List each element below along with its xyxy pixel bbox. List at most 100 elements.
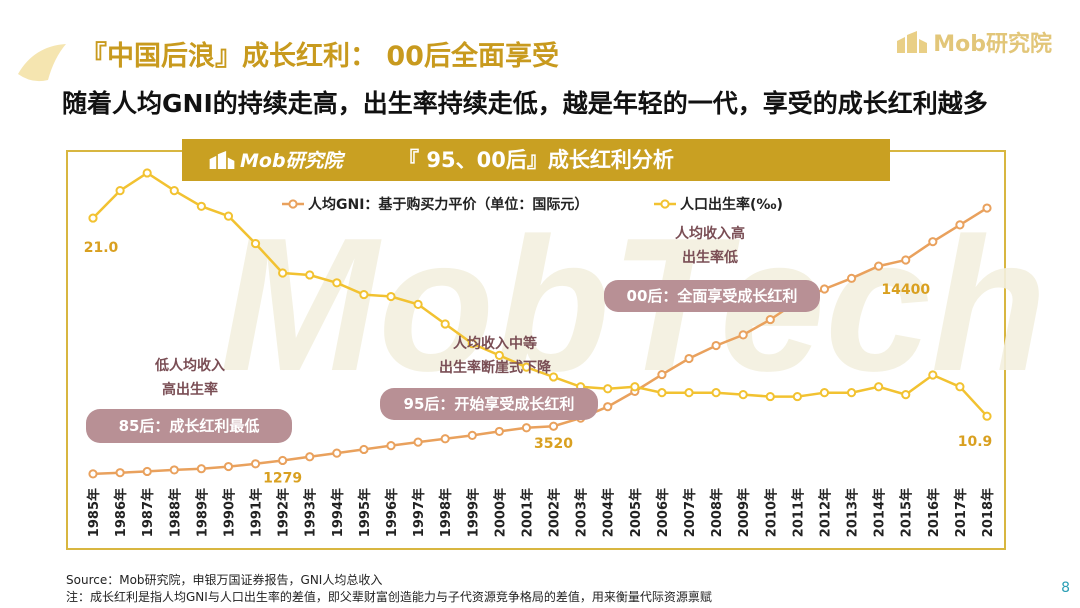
data-point [494,350,504,360]
data-point [413,437,423,447]
data-point [901,255,911,265]
x-tick-label: 2009年 [736,488,752,537]
x-tick-label: 1994年 [330,488,346,537]
data-point [657,369,667,380]
x-tick-label: 1986年 [113,488,129,537]
data-label: 21.0 [84,240,119,256]
x-tick-label: 1990年 [221,488,237,537]
data-point [440,319,450,329]
data-point [711,388,721,398]
data-point [88,213,98,223]
data-point [548,372,559,382]
x-tick-label: 1998年 [438,488,454,537]
building-logo-icon [897,31,928,53]
pill-95-generation: 95后：开始享受成长红利 [380,388,598,420]
data-point [603,384,613,394]
x-tick-label: 1995年 [357,488,373,537]
x-tick-label: 2006年 [655,488,671,537]
data-point [196,201,206,211]
chart-legend: 人均GNI：基于购买力平价（单位：国际元） 人口出生率(‰) [282,196,783,213]
x-tick-label: 1992年 [276,488,292,537]
series-line-1 [92,171,988,418]
legend-swatch-marker [288,199,298,209]
x-tick-label: 1993年 [303,488,319,537]
data-point [494,426,504,437]
data-point [440,434,450,444]
x-tick-label: 1988年 [167,488,183,537]
data-point [142,168,152,178]
data-point [196,464,206,474]
x-tick-label: 2013年 [845,488,861,537]
annotation-text: 低人均收入 [155,358,225,374]
x-tick-label: 1996年 [384,488,400,537]
annotation-mid-income: 人均收入中等 出生率断崖式下降 [420,332,570,380]
x-tick-label: 1999年 [465,488,481,537]
x-tick-label: 2003年 [574,488,590,537]
data-point [305,270,315,280]
data-point [630,382,640,392]
annotation-text: 出生率低 [682,250,738,266]
series-line-0 [92,207,988,476]
pill-85-generation: 85后：成长红利最低 [86,409,292,443]
data-point [765,314,775,325]
annotation-high-income: 人均收入高 出生率低 [640,222,780,270]
building-logo-icon [209,150,235,169]
banner-brand-name: Mob研究院 [240,150,343,172]
legend-label-1: 人口出生率(‰) [680,196,783,213]
x-tick-label: 2014年 [872,488,888,537]
data-point [386,441,396,451]
annotation-text: 人均收入中等 [453,336,537,352]
data-point [819,388,830,398]
data-point [928,370,938,380]
data-point [846,273,857,283]
data-point [386,291,396,302]
data-point [792,391,802,402]
data-point [169,465,179,475]
page-number: 8 [1061,580,1070,596]
data-point [874,261,884,271]
chart-banner-title: 『 95、00后』成长红利分析 [398,148,674,172]
data-point [115,186,125,196]
x-tick-label: 2000年 [492,488,508,537]
data-point [467,430,477,440]
legend-label-0: 人均GNI：基于购买力平价（单位：国际元） [308,196,588,213]
data-point [738,330,748,340]
annotation-text: 出生率断崖式下降 [439,360,551,376]
data-point [765,391,775,402]
data-point [278,455,288,466]
data-label: 14400 [881,282,930,298]
x-tick-label: 2017年 [953,488,969,537]
x-tick-label: 2007年 [682,488,698,537]
data-label: 3520 [534,436,573,452]
annotation-low-income: 低人均收入 高出生率 [120,354,260,402]
data-label: 1279 [263,470,302,486]
x-tick-label: 2008年 [709,488,725,537]
slide-title: 『中国后浪』成长红利： 00后全面享受 [80,41,559,72]
data-point [359,444,369,455]
slide-subtitle: 随着人均GNI的持续走高，出生率持续走低，越是年轻的一代，享受的成长红利越多 [62,89,988,118]
data-point [982,411,992,421]
data-point [819,284,830,294]
data-point [901,390,911,400]
annotation-text: 高出生率 [162,382,218,398]
chart-data-labels: 1279 3520 14400 21.0 10.9 [84,240,993,486]
x-tick-label: 1987年 [140,488,156,537]
x-tick-label: 2004年 [601,488,617,537]
data-point [982,203,992,213]
brand-name: Mob研究院 [933,32,1052,57]
data-point [521,362,532,372]
data-point [278,268,288,278]
x-tick-label: 2011年 [790,488,806,537]
x-axis-tick-labels: 1985年 1986年 1987年 1988年 1989年 1990年 1991年 1992年… [86,488,996,537]
data-point [603,402,613,412]
data-point [657,388,667,398]
data-point [250,459,261,469]
banner-brand-logo: Mob研究院 [208,146,343,173]
chart-lines [88,168,992,479]
x-tick-label: 1989年 [194,488,210,537]
data-point [305,452,315,462]
data-point [521,423,532,433]
data-point [223,211,234,221]
data-point [413,299,423,309]
